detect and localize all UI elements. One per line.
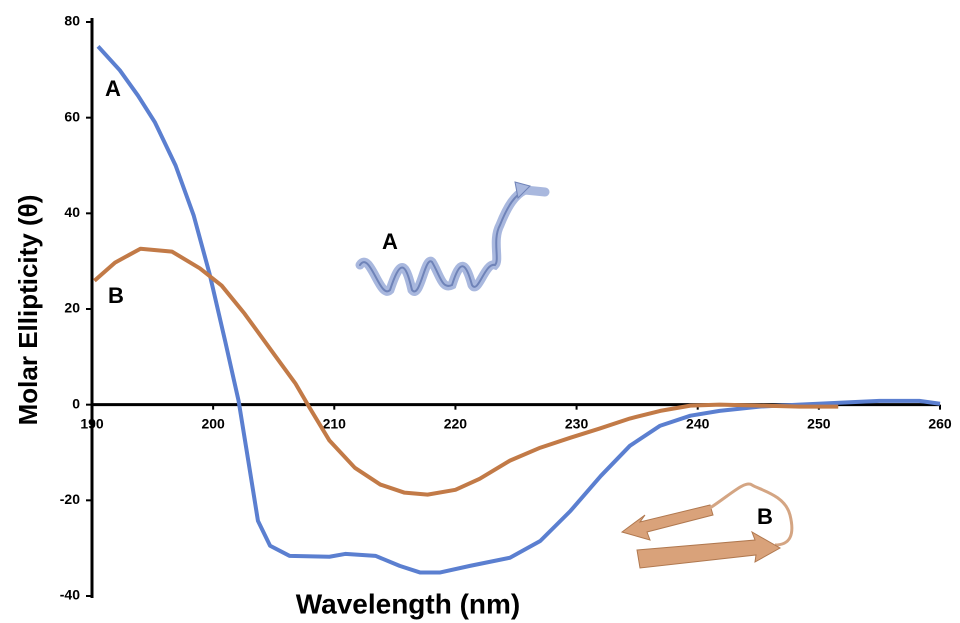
y-tick-label: 20 xyxy=(64,300,80,316)
y-axis-title: Molar Ellipticity (θ) xyxy=(13,195,43,426)
y-tick-label: 40 xyxy=(64,204,80,220)
x-tick-label: 260 xyxy=(928,415,952,431)
series-label: B xyxy=(108,283,124,308)
y-tick-label: 0 xyxy=(72,395,80,411)
y-tick-label: 80 xyxy=(64,13,80,29)
x-tick-label: 220 xyxy=(444,415,468,431)
helix-illustration xyxy=(355,181,550,296)
x-tick-label: 210 xyxy=(323,415,347,431)
series-line xyxy=(93,246,839,497)
x-tick-label: 190 xyxy=(80,415,104,431)
x-tick-label: 230 xyxy=(565,415,589,431)
y-tick-label: -20 xyxy=(60,491,80,507)
x-tick-label: 250 xyxy=(807,415,831,431)
y-tick-label: 60 xyxy=(64,108,80,124)
structure-label: A xyxy=(382,229,398,254)
sheet-illustration xyxy=(620,482,794,569)
x-tick-label: 200 xyxy=(201,415,225,431)
y-tick-label: -40 xyxy=(60,587,80,603)
structure-label: B xyxy=(757,504,773,529)
x-tick-label: 240 xyxy=(686,415,710,431)
x-axis-title: Wavelength (nm) xyxy=(296,588,521,619)
series-label: A xyxy=(105,76,121,101)
series-line xyxy=(96,45,941,575)
